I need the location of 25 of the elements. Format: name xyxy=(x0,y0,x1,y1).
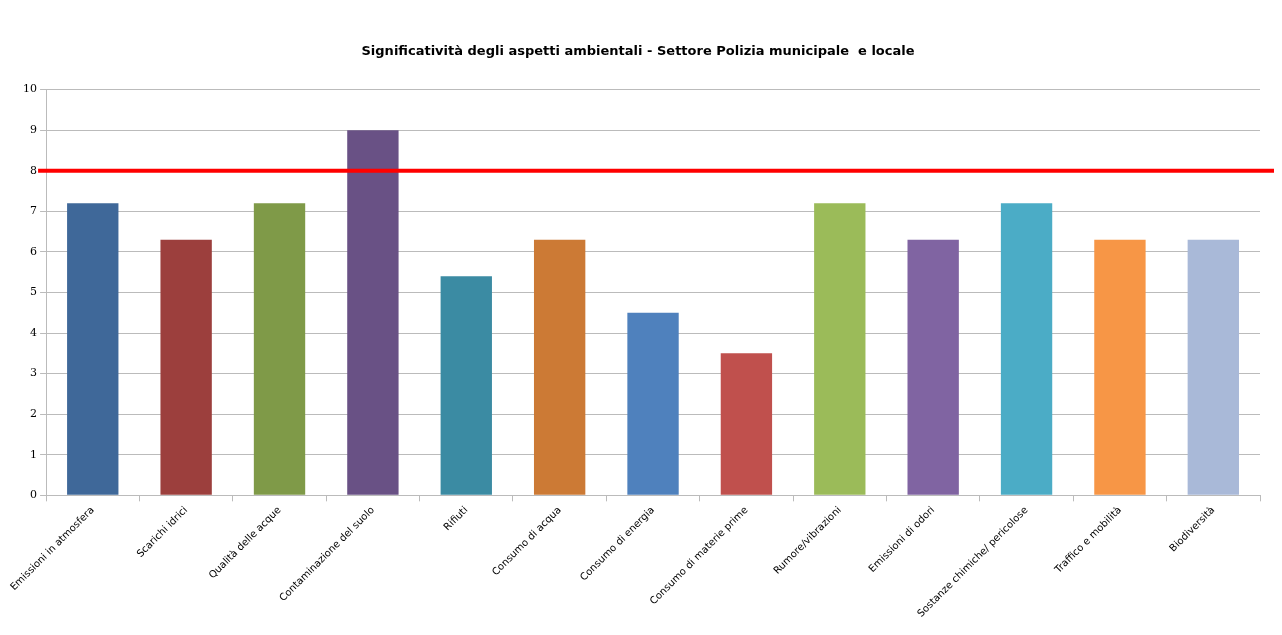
bar xyxy=(533,239,586,495)
bar xyxy=(1000,203,1053,495)
bar xyxy=(1094,239,1146,495)
y-tick-label: 2 xyxy=(30,407,38,421)
bar xyxy=(720,353,773,495)
bar xyxy=(627,312,679,495)
y-tick-label: 5 xyxy=(30,285,38,299)
y-tick-label: 0 xyxy=(30,488,38,502)
y-tick-label: 10 xyxy=(23,82,38,96)
y-tick-label: 3 xyxy=(30,366,38,380)
bar xyxy=(814,203,866,495)
y-tick-label: 1 xyxy=(30,447,38,461)
y-tick-label: 9 xyxy=(30,123,38,137)
y-tick-label: 8 xyxy=(30,163,38,177)
bar xyxy=(907,239,959,495)
bar xyxy=(1187,239,1239,495)
y-tick-label: 7 xyxy=(30,204,38,218)
bar xyxy=(160,239,212,495)
bar xyxy=(67,203,119,495)
bar xyxy=(347,130,399,495)
y-tick-label: 6 xyxy=(30,244,38,258)
bar xyxy=(440,276,492,495)
y-tick-label: 4 xyxy=(30,325,38,339)
bar xyxy=(253,203,306,495)
chart-title: Significatività degli aspetti ambientali - Settore Polizia municipale e locale xyxy=(361,43,915,59)
